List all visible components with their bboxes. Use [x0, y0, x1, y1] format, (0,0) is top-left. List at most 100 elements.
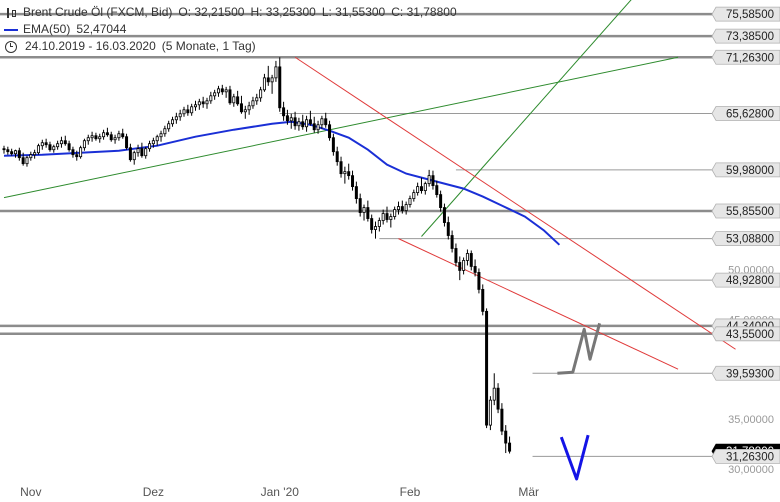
candle	[56, 140, 60, 150]
candle	[251, 96, 255, 109]
candle-body	[186, 109, 190, 114]
candle	[450, 230, 454, 253]
candle-body	[201, 101, 205, 105]
candle	[220, 84, 224, 95]
candle	[86, 134, 90, 145]
candle-body	[136, 148, 140, 154]
candle	[79, 145, 83, 159]
candle-body	[370, 218, 374, 230]
candle	[339, 156, 343, 178]
candle	[404, 201, 408, 215]
candle	[182, 106, 186, 117]
candle	[343, 166, 347, 184]
candle-body	[220, 88, 224, 93]
candle-body	[33, 152, 37, 156]
candle	[174, 112, 178, 124]
candle	[59, 136, 63, 148]
candle	[193, 100, 197, 111]
candle	[125, 133, 129, 150]
candle	[21, 152, 25, 166]
candle	[400, 200, 404, 214]
candle	[354, 181, 358, 204]
candle-body	[174, 116, 178, 121]
legend-range: 24.10.2019 - 16.03.2020	[25, 39, 156, 53]
candle	[508, 436, 512, 454]
candle	[33, 149, 37, 159]
candle	[366, 200, 370, 222]
candle	[266, 65, 270, 86]
candle-body	[331, 137, 335, 153]
candle	[458, 256, 462, 281]
candle	[216, 85, 220, 97]
candle	[48, 141, 52, 152]
candle	[301, 114, 305, 130]
candle	[462, 257, 466, 275]
candle-body	[431, 175, 435, 187]
trendline-green-steep	[421, 0, 632, 237]
legend-instrument: Brent Crude Öl (FXCM, Bid)	[23, 5, 173, 19]
price-tag-box	[711, 28, 780, 44]
price-tag-box	[711, 365, 780, 381]
candle	[297, 117, 301, 131]
candle-body	[389, 216, 393, 220]
candle	[25, 155, 29, 167]
candle	[347, 163, 351, 180]
candle-body	[485, 310, 489, 426]
candle	[492, 373, 496, 406]
candle-body	[82, 140, 86, 149]
candle	[151, 137, 155, 148]
price-tag-box	[711, 49, 780, 65]
price-tag-label: 53,08800	[726, 234, 774, 246]
candle	[389, 213, 393, 228]
candle-body	[454, 248, 458, 263]
chart-legend: Brent Crude Öl (FXCM, Bid) O: 32,21500 H…	[4, 4, 463, 55]
candle-body	[400, 206, 404, 211]
candle-body	[393, 209, 397, 217]
candle-body	[255, 97, 259, 102]
ema-line	[3, 120, 561, 246]
candle-body	[278, 66, 282, 109]
candle	[385, 206, 389, 223]
candle-body	[366, 207, 370, 219]
candle-body	[262, 77, 266, 91]
candle	[324, 112, 328, 128]
candle	[163, 125, 167, 137]
candle	[44, 138, 48, 148]
price-tag-label: 73,38500	[726, 31, 774, 43]
candle-body	[132, 152, 136, 161]
price-tag-box	[711, 272, 780, 288]
price-tag-box	[711, 449, 780, 464]
candle-body	[477, 272, 481, 290]
candle-body	[247, 105, 251, 111]
candle	[362, 204, 366, 221]
price-tag-label: 75,58500	[726, 9, 774, 21]
candle-body	[197, 101, 201, 106]
price-tag: 55,85500	[711, 203, 780, 219]
candle	[320, 115, 324, 129]
candle-body	[404, 204, 408, 211]
candle	[159, 130, 163, 142]
candle-body	[144, 148, 148, 157]
legend-period: (5 Monate, 1 Tag)	[161, 39, 256, 53]
price-tag-box	[711, 231, 780, 247]
candle	[396, 201, 400, 215]
legend-instrument-row: Brent Crude Öl (FXCM, Bid) O: 32,21500 H…	[4, 4, 463, 21]
candle-body	[13, 150, 17, 155]
candle-body	[488, 399, 492, 426]
candle-body	[67, 143, 71, 151]
candle-body	[496, 387, 500, 410]
legend-high: H: 33,25300	[250, 5, 316, 19]
price-tag-label: 65,62800	[726, 108, 774, 120]
candle-body	[140, 148, 144, 157]
candle-body	[40, 142, 44, 147]
candle-body	[416, 186, 420, 194]
candle-body	[377, 220, 381, 227]
ema-line-icon	[4, 24, 18, 36]
candle	[270, 74, 274, 94]
candle-body	[232, 96, 236, 104]
candle	[485, 308, 489, 429]
price-tag: 73,38500	[711, 28, 780, 44]
candle-body	[293, 117, 297, 127]
trendline-red-lower	[398, 238, 679, 370]
